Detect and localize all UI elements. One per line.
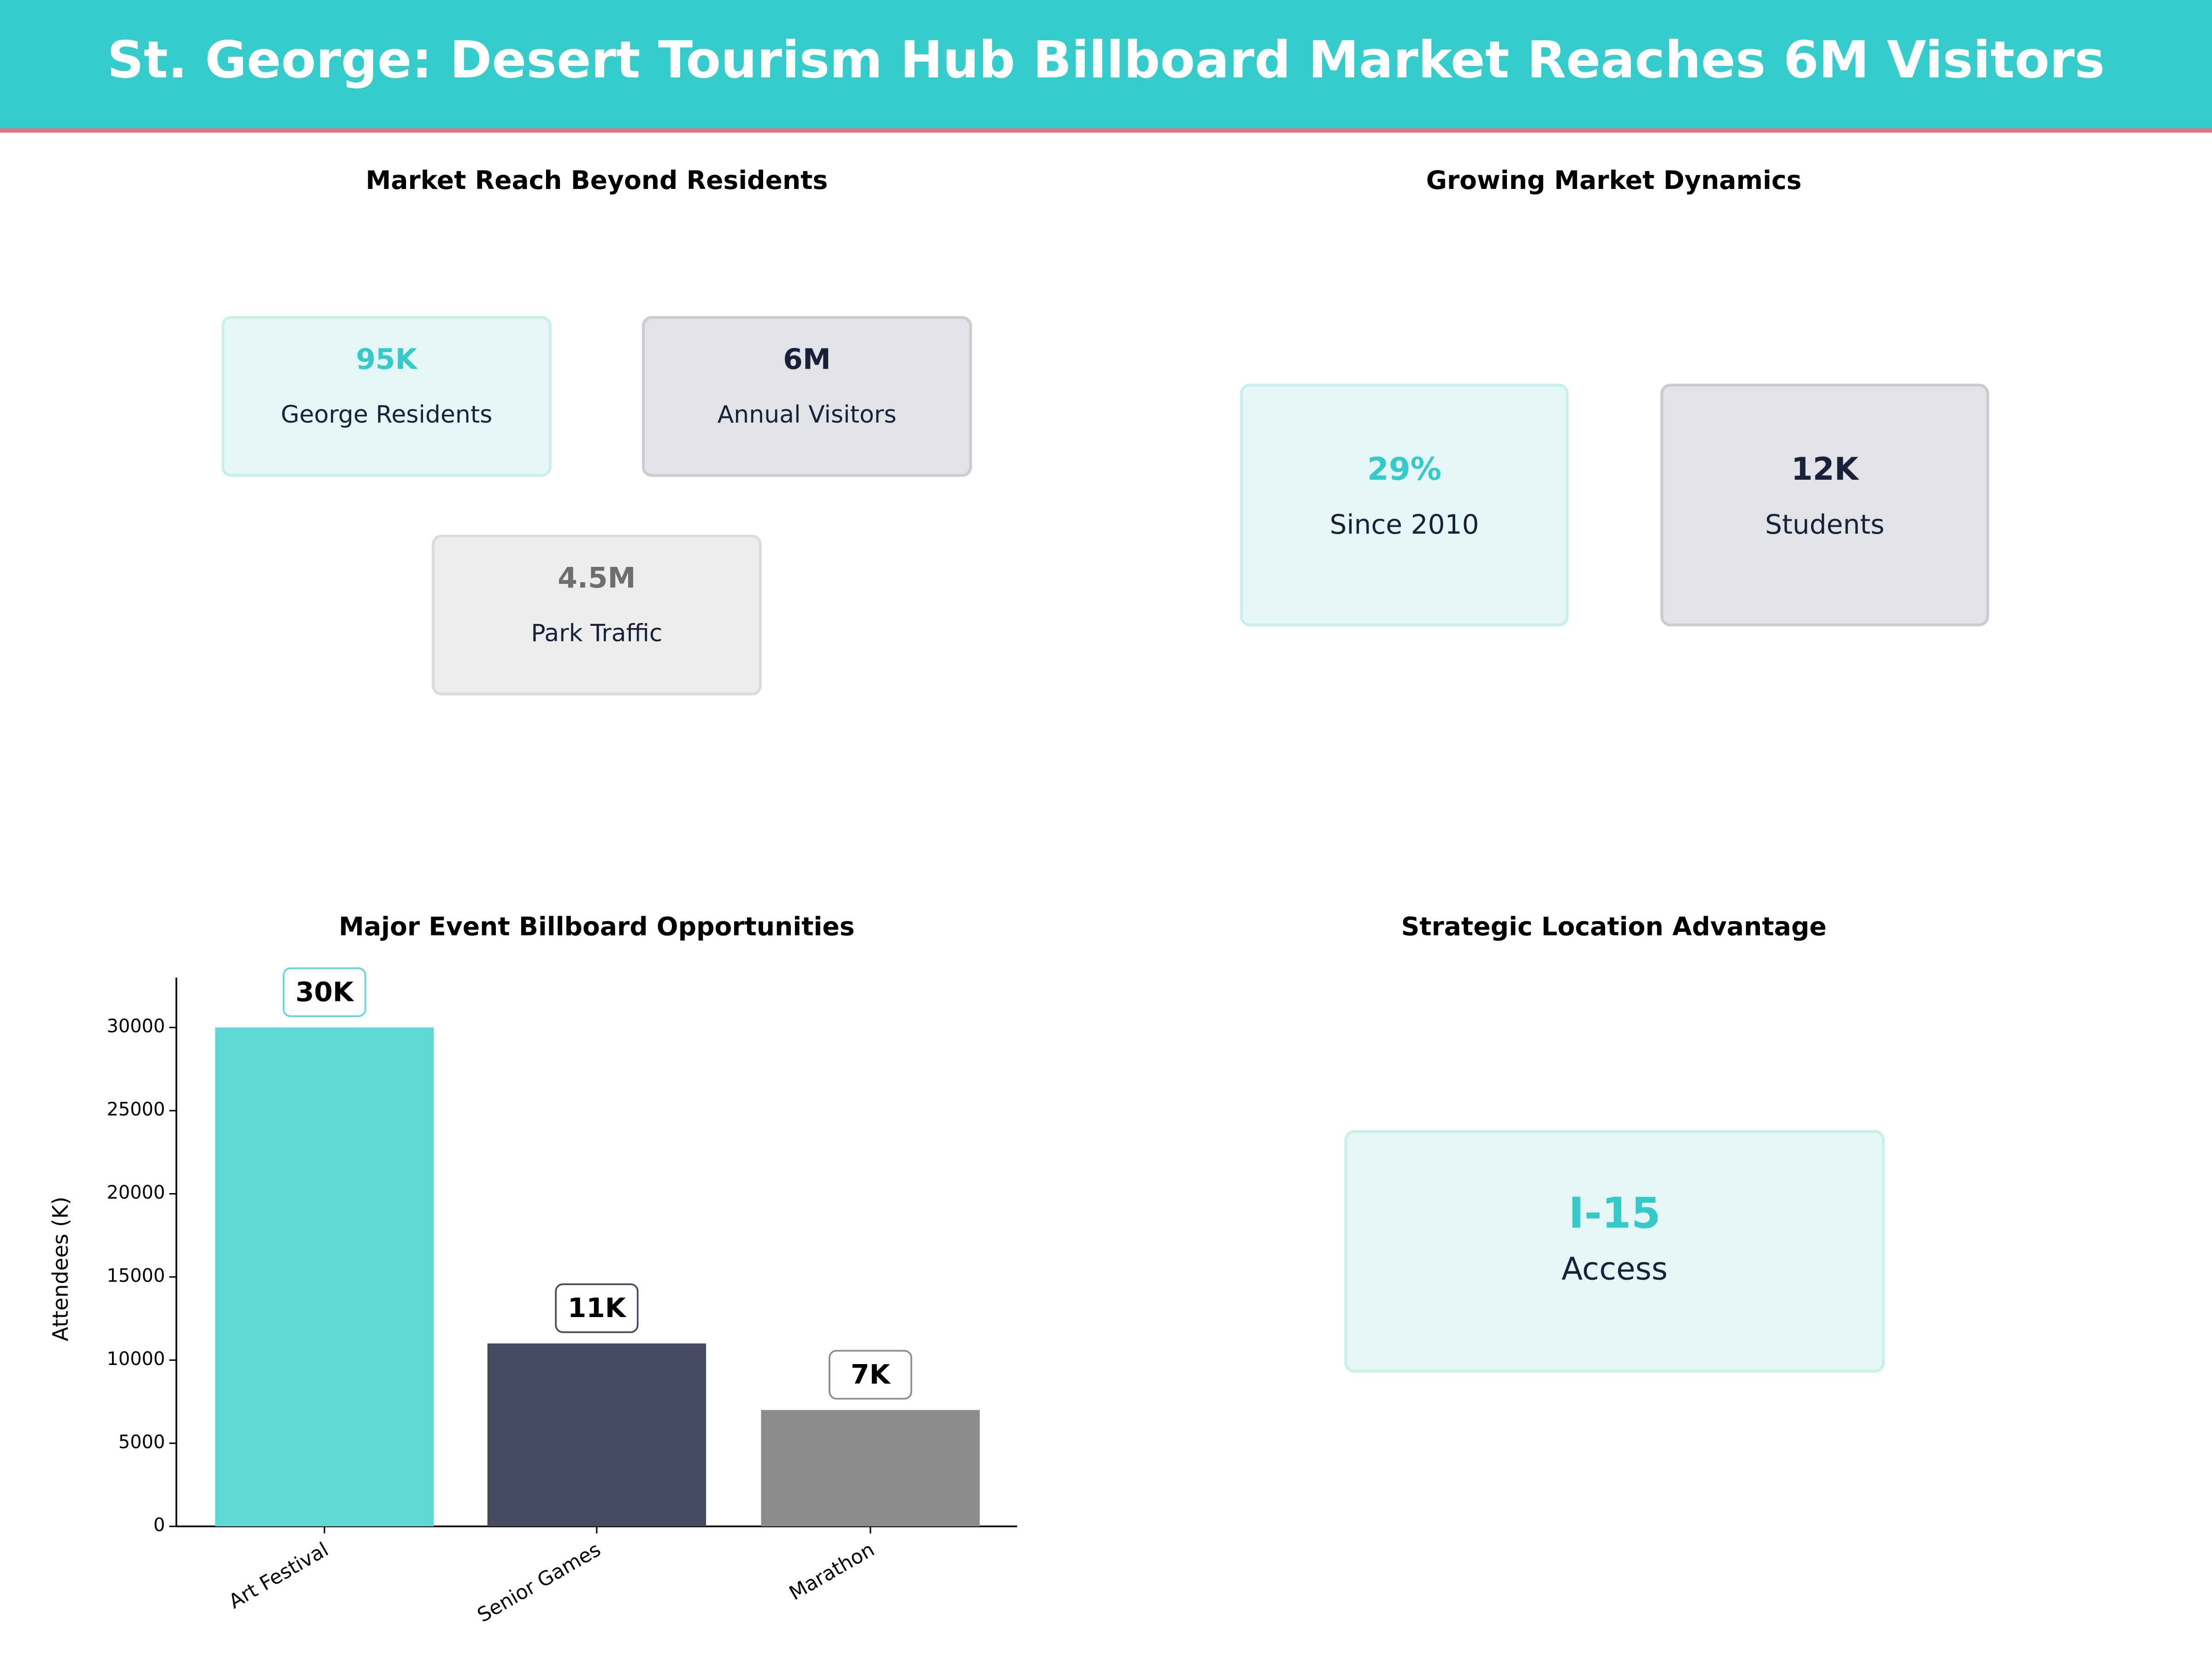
stat-value: 12K: [1791, 451, 1860, 487]
value-label: 7K: [851, 1359, 891, 1390]
x-tick-label: Marathon: [785, 1538, 878, 1605]
stat-value: 4.5M: [558, 562, 635, 594]
y-tick-label: 0: [153, 1515, 165, 1536]
panel-title: Market Reach Beyond Residents: [365, 165, 828, 195]
y-tick-label: 10000: [107, 1348, 165, 1370]
x-tick-label: Art Festival: [225, 1538, 332, 1613]
stat-card: [1240, 383, 1569, 627]
stat-label: George Residents: [281, 401, 492, 429]
value-label-box: [282, 967, 366, 1018]
y-tick-label: 5000: [118, 1431, 165, 1453]
stat-label: Annual Visitors: [718, 401, 897, 429]
stat-label: Park Traffic: [531, 620, 662, 647]
y-tick-label: 20000: [107, 1182, 165, 1203]
header-bar: [0, 0, 2212, 130]
stat-card: [221, 316, 552, 477]
bar: [761, 1410, 980, 1527]
stat-card: [1660, 383, 1989, 627]
stat-card: [1344, 1130, 1885, 1373]
value-label: 30K: [295, 976, 354, 1007]
stat-card: [431, 535, 762, 696]
bar: [215, 1027, 434, 1527]
stat-value: I-15: [1569, 1188, 1661, 1238]
value-label: 11K: [568, 1292, 627, 1324]
stat-label: Access: [1561, 1251, 1667, 1287]
x-tick-label: Senior Games: [474, 1538, 605, 1627]
stat-value: 29%: [1367, 451, 1441, 487]
panel-title: Strategic Location Advantage: [1401, 912, 1826, 941]
stat-label: Since 2010: [1330, 509, 1479, 540]
stat-value: 95K: [356, 343, 418, 376]
page-title: St. George: Desert Tourism Hub Billboard…: [107, 30, 2105, 89]
value-label-box: [555, 1283, 639, 1333]
bar: [487, 1343, 706, 1527]
y-tick-label: 15000: [107, 1265, 165, 1286]
panel-title: Major Event Billboard Opportunities: [339, 912, 854, 941]
y-axis-label: Attendees (K): [48, 1197, 73, 1341]
panel-title: Growing Market Dynamics: [1426, 165, 1802, 195]
header-rule: [0, 128, 2212, 133]
y-tick-label: 30000: [107, 1016, 165, 1037]
stat-label: Students: [1765, 509, 1884, 540]
stat-card: [641, 316, 972, 477]
value-label-box: [829, 1350, 912, 1400]
y-tick-label: 25000: [107, 1099, 165, 1120]
stat-value: 6M: [783, 343, 831, 376]
